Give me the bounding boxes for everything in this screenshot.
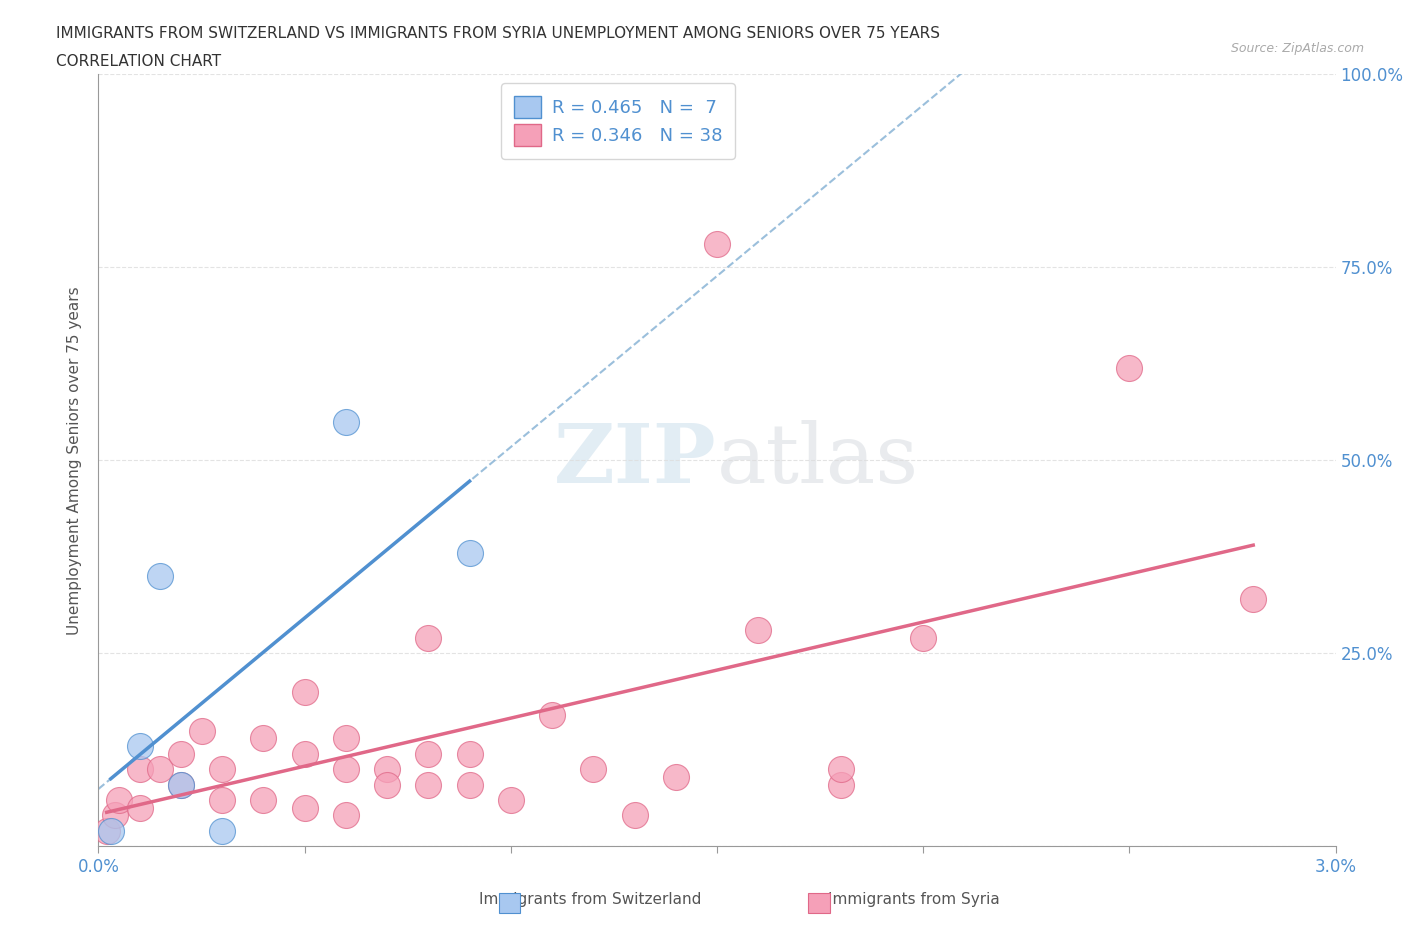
Point: [104, 808, 127, 823]
Text: ZIP: ZIP: [554, 420, 717, 500]
Point: [128, 738, 150, 753]
Point: [665, 769, 688, 784]
Text: atlas: atlas: [717, 420, 920, 500]
Point: [335, 731, 357, 746]
Point: [912, 631, 935, 645]
Point: [190, 724, 212, 738]
Text: IMMIGRANTS FROM SWITZERLAND VS IMMIGRANTS FROM SYRIA UNEMPLOYMENT AMONG SENIORS : IMMIGRANTS FROM SWITZERLAND VS IMMIGRANT…: [56, 26, 941, 41]
Point: [830, 762, 852, 777]
Point: [418, 746, 440, 761]
Point: [458, 546, 481, 561]
Y-axis label: Unemployment Among Seniors over 75 years: Unemployment Among Seniors over 75 years: [67, 286, 83, 634]
Point: [170, 777, 193, 792]
Point: [499, 792, 522, 807]
Point: [211, 762, 233, 777]
Point: [96, 823, 118, 838]
Point: [582, 762, 605, 777]
Point: [375, 777, 398, 792]
Point: [294, 800, 316, 815]
Point: [211, 792, 233, 807]
Text: Source: ZipAtlas.com: Source: ZipAtlas.com: [1230, 42, 1364, 55]
Point: [418, 777, 440, 792]
Point: [252, 792, 274, 807]
Point: [211, 823, 233, 838]
Point: [294, 684, 316, 699]
Point: [100, 823, 122, 838]
Point: [1241, 591, 1264, 606]
Text: Immigrants from Switzerland: Immigrants from Switzerland: [479, 892, 702, 907]
Point: [458, 777, 481, 792]
Point: [128, 762, 150, 777]
Point: [149, 762, 172, 777]
Point: [747, 623, 769, 638]
Point: [706, 237, 728, 252]
Point: [335, 762, 357, 777]
Point: [294, 746, 316, 761]
Point: [458, 746, 481, 761]
Point: [170, 746, 193, 761]
Text: Immigrants from Syria: Immigrants from Syria: [828, 892, 1000, 907]
Point: [170, 777, 193, 792]
Point: [1118, 360, 1140, 375]
Point: [108, 792, 131, 807]
Point: [335, 415, 357, 430]
Legend: R = 0.465   N =  7, R = 0.346   N = 38: R = 0.465 N = 7, R = 0.346 N = 38: [501, 84, 735, 159]
Point: [418, 631, 440, 645]
Point: [252, 731, 274, 746]
Point: [541, 708, 564, 723]
Text: CORRELATION CHART: CORRELATION CHART: [56, 54, 221, 69]
Point: [623, 808, 645, 823]
Point: [128, 800, 150, 815]
Point: [149, 569, 172, 584]
Point: [830, 777, 852, 792]
Point: [375, 762, 398, 777]
Point: [335, 808, 357, 823]
